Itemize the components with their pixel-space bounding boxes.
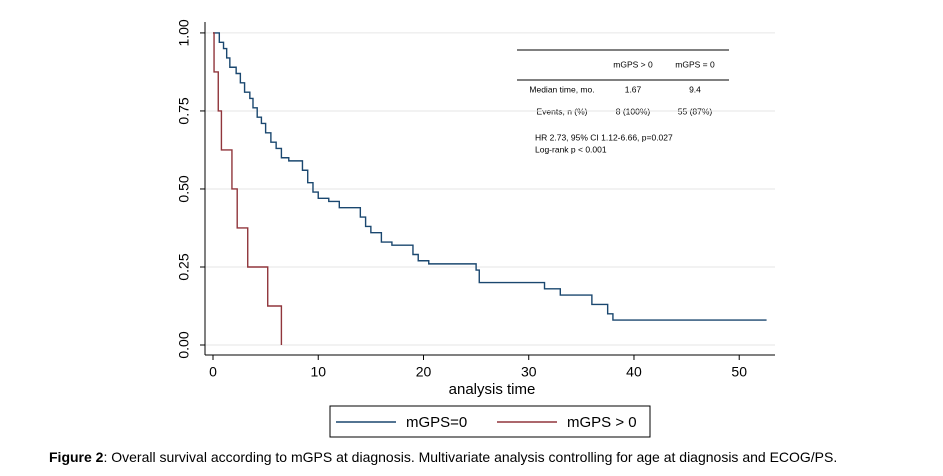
- annotation: HR 2.73, 95% CI 1.12-6.66, p=0.027: [535, 132, 673, 142]
- survival-curve: [212, 32, 283, 346]
- y-tick-label: 1.00: [176, 19, 192, 46]
- y-tick-label: 0.25: [176, 253, 192, 280]
- x-axis-label: analysis time: [449, 381, 536, 398]
- caption: Figure 2: Overall survival according to …: [49, 449, 837, 465]
- y-tick-label: 0.75: [176, 97, 192, 124]
- table-cell: 1.67: [625, 84, 642, 94]
- caption-text: : Overall survival according to mGPS at …: [103, 449, 837, 465]
- x-tick-label: 10: [310, 364, 326, 380]
- survival-curve: [212, 32, 767, 321]
- table-cell: 9.4: [689, 84, 701, 94]
- x-tick-label: 0: [209, 364, 217, 380]
- legend-label: mGPS=0: [406, 414, 467, 431]
- annotation: Log-rank p < 0.001: [535, 144, 607, 154]
- caption-label: Figure 2: [49, 449, 104, 465]
- x-tick-label: 40: [626, 364, 642, 380]
- x-tick-label: 30: [521, 364, 537, 380]
- legend-box: [329, 405, 651, 438]
- table-cell: Median time, mo.: [529, 84, 594, 94]
- y-tick-label: 0.00: [176, 331, 192, 358]
- table-header: mGPS > 0: [613, 59, 653, 69]
- x-tick-label: 50: [731, 364, 747, 380]
- table-header: mGPS = 0: [675, 59, 715, 69]
- y-tick-label: 0.50: [176, 175, 192, 202]
- x-tick-label: 20: [416, 364, 432, 380]
- legend-label: mGPS > 0: [567, 414, 637, 431]
